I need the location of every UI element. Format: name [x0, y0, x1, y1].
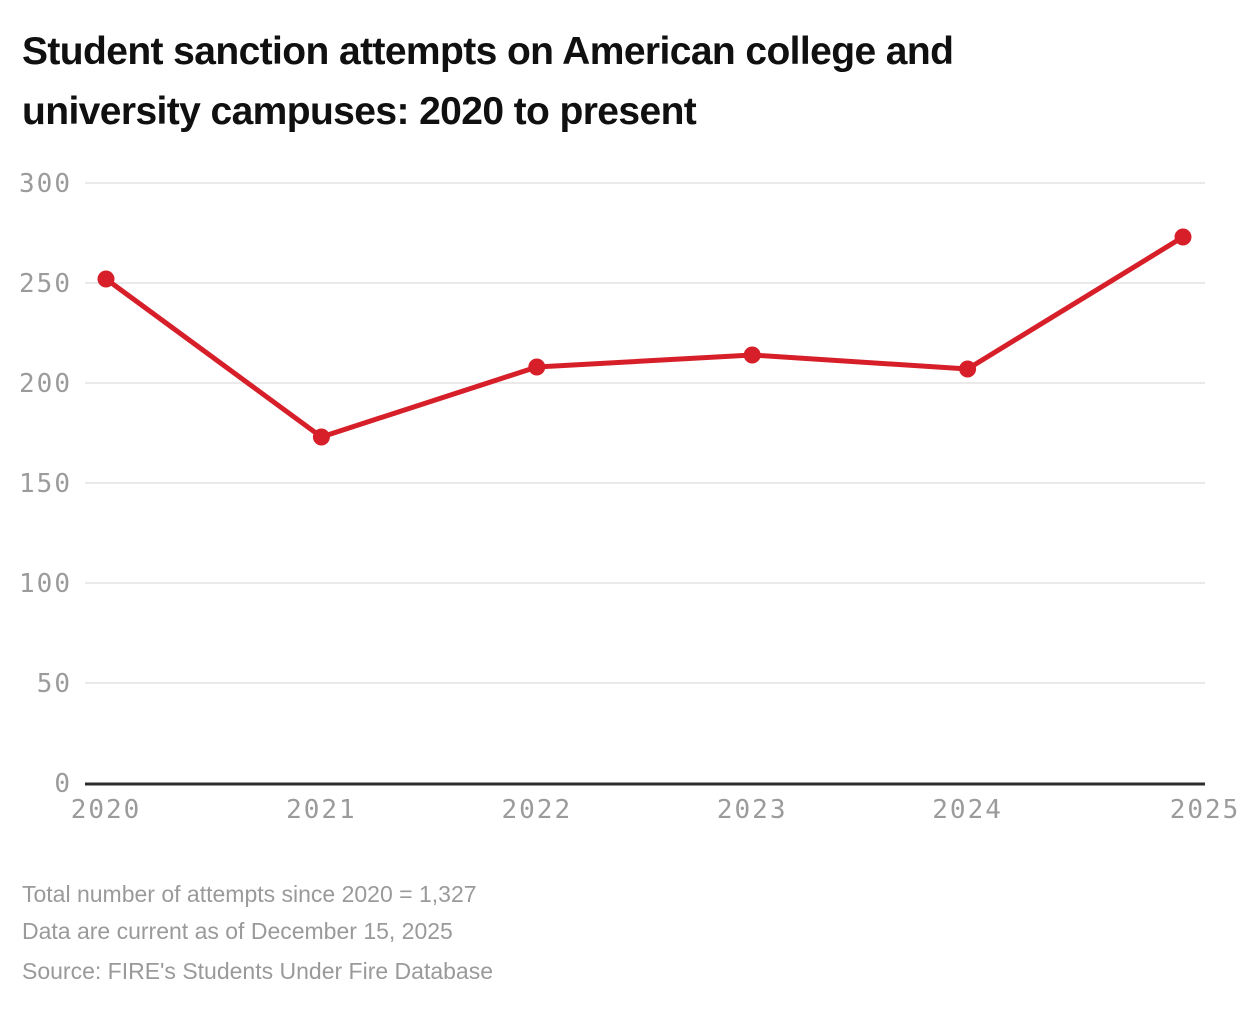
data-currency-note: Data are current as of December 15, 2025: [22, 918, 453, 944]
source-note: Source: FIRE's Students Under Fire Datab…: [22, 958, 493, 984]
x-axis-tick-label: 2025: [1170, 795, 1240, 825]
x-axis-tick-label: 2024: [932, 795, 1003, 825]
data-point: [528, 358, 546, 376]
chart-title: Student sanction attempts on American co…: [22, 22, 954, 142]
data-point: [97, 270, 115, 288]
data-points: [97, 228, 1192, 446]
line-series: [103, 234, 1186, 440]
x-axis-tick-label: 2021: [286, 795, 357, 825]
data-line: [103, 234, 1186, 440]
y-axis-tick-label: 50: [37, 669, 72, 699]
y-axis-tick-label: 250: [19, 269, 72, 299]
chart-title-line1: Student sanction attempts on American co…: [22, 30, 954, 73]
data-point: [959, 360, 977, 378]
x-axis-tick-label: 2022: [501, 795, 572, 825]
y-axis-tick-label: 200: [19, 369, 72, 399]
total-attempts-note: Total number of attempts since 2020 = 1,…: [22, 881, 477, 907]
chart-notes: Total number of attempts since 2020 = 1,…: [22, 876, 477, 950]
data-point: [312, 428, 330, 446]
y-axis-tick-label: 300: [19, 169, 72, 199]
chart-title-line2: university campuses: 2020 to present: [22, 90, 697, 133]
y-axis-tick-label: 150: [19, 469, 72, 499]
y-axis-tick-label: 0: [54, 769, 72, 799]
y-axis-labels: 0 50 100 150 200 250 300: [19, 169, 72, 799]
gridlines: [85, 182, 1205, 684]
data-point: [1174, 228, 1192, 246]
data-point: [743, 346, 761, 364]
y-axis-tick-label: 100: [19, 569, 72, 599]
x-axis-tick-label: 2020: [71, 795, 142, 825]
x-axis-labels: 2020 2021 2022 2023 2024 2025: [71, 795, 1240, 825]
x-axis-tick-label: 2023: [717, 795, 788, 825]
